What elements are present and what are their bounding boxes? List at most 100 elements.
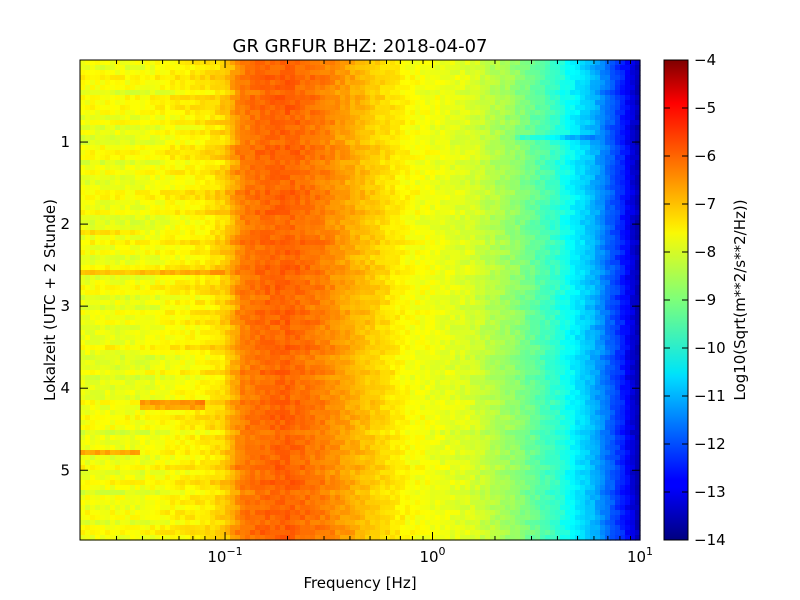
heatmap-cell xyxy=(345,155,351,161)
heatmap-cell xyxy=(540,65,546,71)
heatmap-cell xyxy=(200,105,206,111)
heatmap-cell xyxy=(545,255,551,261)
heatmap-cell xyxy=(120,250,126,256)
heatmap-cell xyxy=(150,100,156,106)
heatmap-cell xyxy=(465,105,471,111)
heatmap-cell xyxy=(410,70,416,76)
heatmap-cell xyxy=(150,265,156,271)
heatmap-cell xyxy=(330,85,336,91)
heatmap-cell xyxy=(435,125,441,131)
heatmap-cell xyxy=(130,245,136,251)
heatmap-cell xyxy=(510,130,516,136)
heatmap-cell xyxy=(410,210,416,216)
heatmap-cell xyxy=(490,155,496,161)
heatmap-cell xyxy=(160,125,166,131)
heatmap-cell xyxy=(475,65,481,71)
heatmap-cell xyxy=(575,175,581,181)
heatmap-cell xyxy=(445,125,451,131)
heatmap-cell xyxy=(405,185,411,191)
heatmap-cell xyxy=(605,250,611,256)
heatmap-cell xyxy=(135,125,141,131)
heatmap-cell xyxy=(595,245,601,251)
heatmap-cell xyxy=(410,120,416,126)
heatmap-cell xyxy=(165,115,171,121)
heatmap-cell xyxy=(115,265,121,271)
heatmap-cell xyxy=(440,200,446,206)
heatmap-cell xyxy=(130,155,136,161)
heatmap-cell xyxy=(410,80,416,86)
heatmap-cell xyxy=(240,255,246,261)
heatmap-cell xyxy=(485,200,491,206)
heatmap-cell xyxy=(185,75,191,81)
heatmap-cell xyxy=(330,60,336,66)
heatmap-cell xyxy=(395,200,401,206)
heatmap-cell xyxy=(125,115,131,121)
heatmap-cell xyxy=(320,270,326,276)
heatmap-cell xyxy=(460,85,466,91)
heatmap-cell xyxy=(465,90,471,96)
heatmap-cell xyxy=(340,110,346,116)
heatmap-cell xyxy=(615,230,621,236)
heatmap-cell xyxy=(125,95,131,101)
heatmap-cell xyxy=(375,145,381,151)
heatmap-cell xyxy=(190,225,196,231)
heatmap-cell xyxy=(385,90,391,96)
heatmap-cell xyxy=(335,225,341,231)
heatmap-cell xyxy=(315,70,321,76)
heatmap-cell xyxy=(80,130,86,136)
heatmap-cell xyxy=(475,105,481,111)
heatmap-cell xyxy=(305,85,311,91)
heatmap-cell xyxy=(610,205,616,211)
heatmap-cell xyxy=(630,75,636,81)
heatmap-cell xyxy=(465,115,471,121)
heatmap-cell xyxy=(365,275,371,281)
heatmap-cell xyxy=(140,165,146,171)
heatmap-cell xyxy=(630,225,636,231)
heatmap-cell xyxy=(130,140,136,146)
heatmap-cell xyxy=(590,185,596,191)
heatmap-cell xyxy=(150,275,156,281)
heatmap-cell xyxy=(565,155,571,161)
heatmap-cell xyxy=(135,85,141,91)
heatmap-cell xyxy=(210,80,216,86)
heatmap-cell xyxy=(130,165,136,171)
heatmap-cell xyxy=(80,210,86,216)
heatmap-cell xyxy=(220,95,226,101)
heatmap-cell xyxy=(475,125,481,131)
heatmap-cell xyxy=(345,205,351,211)
heatmap-cell xyxy=(275,215,281,221)
heatmap-cell xyxy=(120,240,126,246)
heatmap-cell xyxy=(340,265,346,271)
heatmap-cell xyxy=(595,230,601,236)
heatmap-cell xyxy=(295,200,301,206)
heatmap-cell xyxy=(450,130,456,136)
heatmap-cell xyxy=(125,160,131,166)
heatmap-cell xyxy=(340,190,346,196)
heatmap-cell xyxy=(170,250,176,256)
heatmap-cell xyxy=(205,255,211,261)
heatmap-cell xyxy=(585,190,591,196)
heatmap-cell xyxy=(155,140,161,146)
heatmap-cell xyxy=(360,70,366,76)
heatmap-cell xyxy=(245,85,251,91)
heatmap-cell xyxy=(110,175,116,181)
heatmap-cell xyxy=(450,140,456,146)
heatmap-cell xyxy=(295,125,301,131)
heatmap-cell xyxy=(560,165,566,171)
heatmap-cell xyxy=(95,75,101,81)
heatmap-cell xyxy=(135,170,141,176)
heatmap-cell xyxy=(290,240,296,246)
heatmap-cell xyxy=(295,220,301,226)
heatmap-cell xyxy=(630,140,636,146)
heatmap-cell xyxy=(585,220,591,226)
heatmap-cell xyxy=(405,260,411,266)
heatmap-cell xyxy=(520,160,526,166)
heatmap-cell xyxy=(280,150,286,156)
heatmap-cell xyxy=(270,90,276,96)
heatmap-cell xyxy=(375,230,381,236)
heatmap-cell xyxy=(520,85,526,91)
heatmap-cell xyxy=(215,125,221,131)
heatmap-cell xyxy=(465,175,471,181)
heatmap-cell xyxy=(235,235,241,241)
heatmap-cell xyxy=(605,160,611,166)
